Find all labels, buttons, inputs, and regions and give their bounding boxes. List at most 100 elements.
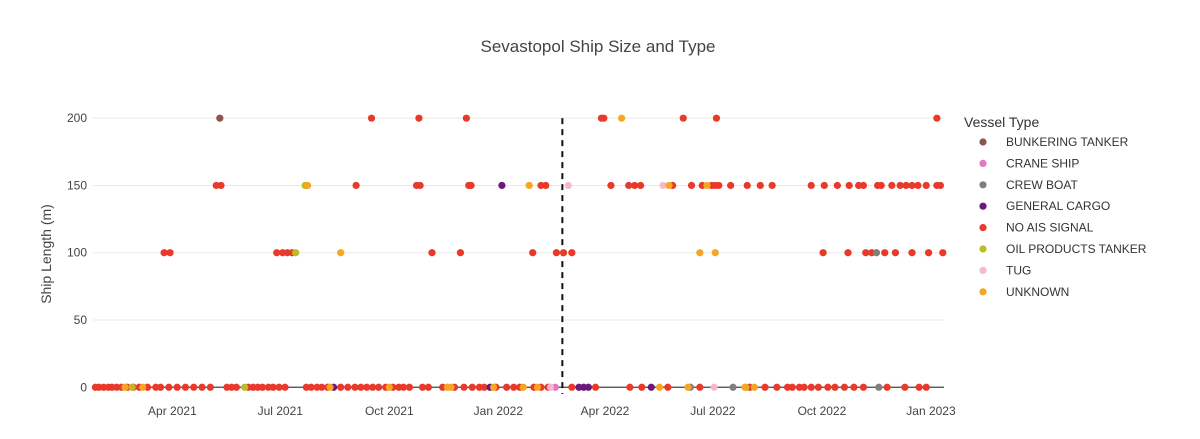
point-no-ais-signal — [807, 383, 815, 391]
legend: Vessel Type BUNKERING TANKER CRANE SHIP CR… — [964, 114, 1147, 299]
legend-label-tug: TUG — [1006, 263, 1031, 277]
point-no-ais-signal — [160, 249, 168, 257]
point-no-ais-signal — [510, 383, 518, 391]
point-no-ais-signal — [924, 249, 933, 257]
point-no-ais-signal — [850, 383, 858, 391]
point-unknown — [711, 249, 719, 257]
point-no-ais-signal — [859, 181, 868, 190]
y-tick-label: 50 — [74, 313, 88, 327]
point-unknown — [750, 383, 758, 391]
point-no-ais-signal — [631, 181, 639, 190]
y-tick-label: 0 — [80, 380, 87, 394]
point-no-ais-signal — [173, 383, 181, 391]
point-no-ais-signal — [156, 383, 165, 391]
point-no-ais-signal — [462, 114, 470, 122]
point-no-ais-signal — [375, 383, 383, 391]
x-tick-label: Jan 2022 — [474, 404, 524, 418]
point-no-ais-signal — [542, 181, 550, 190]
point-no-ais-signal — [568, 249, 576, 257]
point-unknown — [490, 383, 498, 391]
point-crew-boat — [875, 383, 883, 391]
point-no-ais-signal — [833, 181, 841, 190]
point-no-ais-signal — [768, 181, 776, 190]
point-no-ais-signal — [415, 114, 423, 122]
point-no-ais-signal — [831, 383, 839, 391]
point-no-ais-signal — [166, 249, 174, 257]
point-no-ais-signal — [756, 181, 764, 190]
point-no-ais-signal — [503, 383, 511, 391]
legend-label-general-cargo: GENERAL CARGO — [1006, 199, 1110, 213]
point-no-ais-signal — [418, 383, 427, 391]
point-no-ais-signal — [896, 181, 904, 190]
point-unknown — [303, 181, 312, 190]
point-no-ais-signal — [914, 181, 922, 190]
point-no-ais-signal — [908, 181, 916, 190]
y-axis-title: Ship Length (m) — [38, 204, 54, 304]
point-no-ais-signal — [824, 383, 832, 391]
legend-label-crew-boat: CREW BOAT — [1006, 178, 1078, 192]
point-no-ais-signal — [901, 383, 909, 391]
point-no-ais-signal — [696, 383, 704, 391]
point-no-ais-signal — [181, 383, 190, 391]
point-no-ais-signal — [664, 383, 672, 391]
x-tick-label: Apr 2021 — [148, 404, 197, 418]
point-no-ais-signal — [351, 383, 359, 391]
legend-marker-crane-ship — [979, 159, 987, 167]
point-unknown — [696, 249, 704, 257]
point-no-ais-signal — [416, 181, 424, 190]
legend-label-bunkering-tanker: BUNKERING TANKER — [1006, 135, 1129, 149]
point-tug — [564, 181, 572, 190]
point-unknown — [385, 383, 393, 391]
y-tick-label: 100 — [67, 246, 87, 260]
point-no-ais-signal — [337, 383, 345, 391]
point-no-ais-signal — [468, 383, 476, 391]
point-no-ais-signal — [600, 114, 608, 122]
point-no-ais-signal — [902, 181, 910, 190]
point-unknown — [533, 383, 542, 391]
point-oil-products-tanker — [292, 249, 300, 257]
point-no-ais-signal — [743, 181, 751, 190]
x-tick-label: Oct 2022 — [798, 404, 847, 418]
legend-marker-general-cargo — [979, 202, 987, 210]
legend-marker-tug — [979, 266, 987, 274]
point-no-ais-signal — [428, 249, 436, 257]
point-no-ais-signal — [625, 181, 633, 190]
point-no-ais-signal — [273, 249, 281, 257]
point-no-ais-signal — [568, 383, 576, 391]
point-no-ais-signal — [773, 383, 781, 391]
point-no-ais-signal — [908, 249, 916, 257]
point-no-ais-signal — [165, 383, 173, 391]
point-no-ais-signal — [727, 181, 735, 190]
x-tick-label: Apr 2022 — [581, 404, 630, 418]
point-no-ais-signal — [922, 181, 930, 190]
point-no-ais-signal — [198, 383, 206, 391]
grid-lines — [93, 117, 944, 388]
legend-label-oil-products-tanker: OIL PRODUCTS TANKER — [1006, 242, 1147, 256]
point-no-ais-signal — [636, 181, 645, 190]
point-no-ais-signal — [281, 383, 289, 391]
point-no-ais-signal — [206, 383, 214, 391]
point-no-ais-signal — [807, 181, 815, 190]
point-unknown — [337, 249, 345, 257]
point-no-ais-signal — [467, 181, 475, 190]
point-no-ais-signal — [712, 114, 721, 122]
point-no-ais-signal — [877, 181, 885, 190]
point-no-ais-signal — [933, 114, 941, 122]
point-no-ais-signal — [820, 181, 828, 190]
point-unknown — [684, 383, 692, 391]
point-unknown — [519, 383, 527, 391]
data-points — [91, 114, 947, 391]
point-no-ais-signal — [715, 181, 723, 190]
point-oil-products-tanker — [241, 383, 249, 391]
point-no-ais-signal — [352, 181, 360, 190]
point-no-ais-signal — [405, 383, 414, 391]
legend-marker-no-ais-signal — [979, 224, 987, 232]
point-no-ais-signal — [891, 249, 900, 257]
point-general-cargo — [498, 181, 506, 190]
legend-marker-unknown — [979, 288, 987, 296]
point-unknown — [618, 114, 626, 122]
point-tug — [710, 383, 718, 391]
point-no-ais-signal — [318, 383, 326, 391]
legend-marker-bunkering-tanker — [979, 138, 987, 146]
